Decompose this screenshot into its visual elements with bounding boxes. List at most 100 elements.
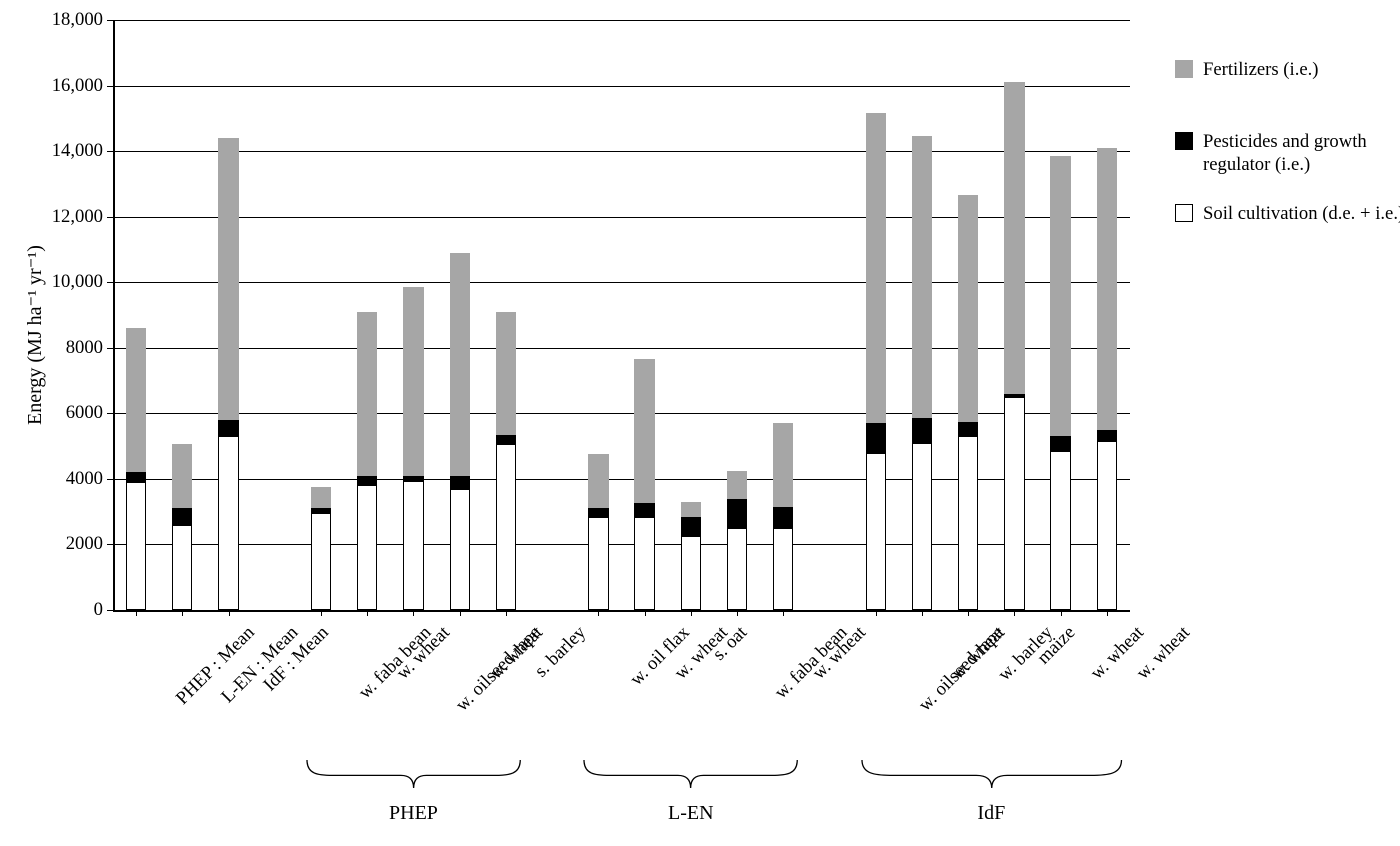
group-label: PHEP bbox=[307, 802, 520, 825]
bar-segment-soil bbox=[773, 528, 793, 610]
bar-segment-fert bbox=[866, 113, 886, 423]
bar-segment-soil bbox=[727, 528, 747, 610]
x-tick-mark bbox=[922, 610, 923, 616]
bar-segment-fert bbox=[681, 502, 701, 517]
bar-segment-soil bbox=[1050, 451, 1070, 610]
bar-segment-pest bbox=[773, 507, 793, 528]
y-axis-line bbox=[113, 20, 115, 610]
group-label: IdF bbox=[862, 802, 1121, 825]
bar-segment-fert bbox=[126, 328, 146, 472]
legend-swatch bbox=[1175, 60, 1193, 78]
group-brace bbox=[584, 760, 797, 792]
y-tick-label: 16,000 bbox=[0, 75, 103, 97]
bar-segment-soil bbox=[912, 443, 932, 610]
x-tick-mark bbox=[367, 610, 368, 616]
bar-segment-soil bbox=[172, 525, 192, 610]
bar-segment-fert bbox=[1097, 148, 1117, 430]
bar-segment-fert bbox=[403, 287, 423, 475]
legend-swatch bbox=[1175, 204, 1193, 222]
y-tick-label: 12,000 bbox=[0, 206, 103, 228]
bar-segment-soil bbox=[403, 481, 423, 610]
y-tick-label: 14,000 bbox=[0, 140, 103, 162]
bar-segment-pest bbox=[357, 476, 377, 486]
bar-segment-fert bbox=[958, 195, 978, 421]
x-tick-mark bbox=[321, 610, 322, 616]
bar-segment-soil bbox=[450, 489, 470, 610]
bar-segment-pest bbox=[172, 508, 192, 524]
bar-segment-fert bbox=[311, 487, 331, 508]
y-tick-label: 2000 bbox=[0, 533, 103, 555]
bar-segment-soil bbox=[958, 436, 978, 610]
bar-segment-pest bbox=[403, 476, 423, 481]
bar-segment-pest bbox=[866, 423, 886, 453]
x-tick-mark bbox=[182, 610, 183, 616]
bar-segment-pest bbox=[496, 435, 516, 445]
x-tick-mark bbox=[691, 610, 692, 616]
bar-segment-fert bbox=[588, 454, 608, 508]
bar-segment-fert bbox=[357, 312, 377, 476]
y-tick-label: 10,000 bbox=[0, 271, 103, 293]
bar-segment-fert bbox=[450, 253, 470, 476]
bar-segment-soil bbox=[1004, 397, 1024, 610]
bar-segment-pest bbox=[1097, 430, 1117, 441]
bar-segment-soil bbox=[311, 513, 331, 610]
gridline bbox=[113, 86, 1130, 87]
bar-segment-pest bbox=[1050, 436, 1070, 451]
bar-segment-soil bbox=[634, 517, 654, 610]
y-tick-label: 6000 bbox=[0, 402, 103, 424]
bar-segment-pest bbox=[450, 476, 470, 489]
energy-stacked-bar-chart: 0 2000 4000 6000 8000 10,000 12,000 14,000 16,00… bbox=[0, 0, 1400, 846]
bar-segment-fert bbox=[1004, 82, 1024, 393]
gridline bbox=[113, 610, 1130, 612]
bar-segment-soil bbox=[588, 517, 608, 610]
gridline bbox=[113, 20, 1130, 21]
bar-segment-soil bbox=[126, 482, 146, 610]
bar-segment-fert bbox=[634, 359, 654, 503]
bar-segment-fert bbox=[912, 136, 932, 418]
bar-segment-soil bbox=[496, 444, 516, 610]
bar-segment-fert bbox=[218, 138, 238, 420]
bar-segment-pest bbox=[588, 508, 608, 516]
x-tick-mark bbox=[876, 610, 877, 616]
group-label: L-EN bbox=[584, 802, 797, 825]
x-tick-mark bbox=[783, 610, 784, 616]
bar-segment-soil bbox=[866, 453, 886, 610]
x-tick-mark bbox=[136, 610, 137, 616]
bar-segment-pest bbox=[634, 503, 654, 516]
bar-segment-soil bbox=[357, 485, 377, 610]
legend-swatch bbox=[1175, 132, 1193, 150]
bar-segment-fert bbox=[496, 312, 516, 435]
x-tick-mark bbox=[413, 610, 414, 616]
bar-segment-soil bbox=[681, 536, 701, 610]
bar-segment-fert bbox=[727, 471, 747, 499]
y-tick-label: 0 bbox=[0, 599, 103, 621]
bar-segment-fert bbox=[773, 423, 793, 507]
group-brace bbox=[307, 760, 520, 792]
bar-segment-pest bbox=[958, 422, 978, 437]
group-brace bbox=[862, 760, 1121, 792]
x-tick-mark bbox=[1107, 610, 1108, 616]
x-tick-mark bbox=[1014, 610, 1015, 616]
y-tick-mark bbox=[107, 610, 113, 611]
x-tick-mark bbox=[1061, 610, 1062, 616]
bar-segment-pest bbox=[1004, 394, 1024, 397]
x-tick-mark bbox=[598, 610, 599, 616]
bar-segment-pest bbox=[681, 517, 701, 537]
x-tick-mark bbox=[229, 610, 230, 616]
bar-segment-pest bbox=[912, 418, 932, 443]
x-tick-mark bbox=[645, 610, 646, 616]
y-tick-label: 18,000 bbox=[0, 9, 103, 31]
gridline bbox=[113, 151, 1130, 152]
bar-segment-pest bbox=[126, 472, 146, 482]
y-tick-label: 4000 bbox=[0, 468, 103, 490]
x-tick-mark bbox=[968, 610, 969, 616]
y-axis-label: Energy (MJ ha⁻¹ yr⁻¹) bbox=[22, 245, 47, 425]
legend-label: Pesticides and growthregulator (i.e.) bbox=[1203, 130, 1367, 177]
bar-segment-fert bbox=[172, 444, 192, 508]
bar-segment-pest bbox=[727, 499, 747, 529]
x-tick-mark bbox=[737, 610, 738, 616]
bar-segment-pest bbox=[218, 420, 238, 436]
bar-segment-soil bbox=[1097, 441, 1117, 610]
y-tick-label: 8000 bbox=[0, 337, 103, 359]
legend-label: Fertilizers (i.e.) bbox=[1203, 58, 1319, 81]
